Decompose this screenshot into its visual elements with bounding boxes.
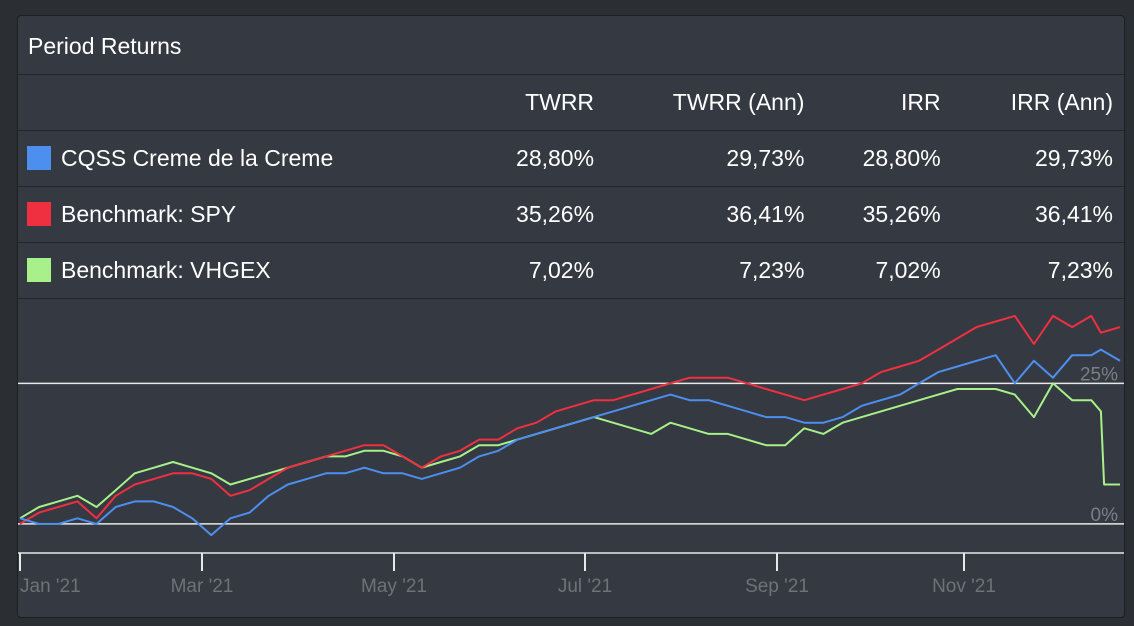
table-row[interactable]: Benchmark: SPY 35,26% 36,41% 35,26% 36,4…	[18, 186, 1124, 243]
series-line	[19, 348, 1121, 537]
value-twrr-ann: 29,73%	[606, 130, 817, 187]
returns-line-chart[interactable]: 0% 25% Jan '21 Mar '21 May '21 Jul '21 Sep '2…	[18, 299, 1124, 617]
row-name-cell: Benchmark: SPY	[18, 186, 379, 243]
series-color-swatch	[27, 146, 51, 170]
value-irr: 35,26%	[816, 186, 953, 243]
value-irr-ann: 29,73%	[952, 130, 1124, 187]
value-irr-ann: 7,23%	[952, 242, 1124, 299]
value-irr: 7,02%	[816, 242, 953, 299]
x-tick-label: Nov '21	[932, 576, 996, 597]
row-name-cell: Benchmark: VHGEX	[18, 242, 379, 299]
x-tick-label: Jul '21	[558, 576, 612, 597]
series-line	[19, 382, 1120, 520]
panel-title: Period Returns	[18, 16, 1124, 75]
value-irr: 28,80%	[816, 130, 953, 187]
row-label: Benchmark: VHGEX	[61, 257, 271, 283]
header-twrr-ann[interactable]: TWRR (Ann)	[606, 75, 817, 131]
returns-table: TWRR TWRR (Ann) IRR IRR (Ann) CQSS Creme…	[18, 75, 1124, 299]
value-twrr-ann: 7,23%	[606, 242, 817, 299]
value-irr-ann: 36,41%	[952, 186, 1124, 243]
x-tick-label: Mar '21	[171, 576, 234, 597]
x-axis: Jan '21 Mar '21 May '21 Jul '21 Sep '21 Nov '…	[18, 552, 1124, 597]
y-tick-label: 0%	[1091, 505, 1119, 526]
header-irr-ann[interactable]: IRR (Ann)	[952, 75, 1124, 131]
grid-layer: 0% 25%	[18, 364, 1124, 526]
series-line	[19, 314, 1121, 525]
table-row[interactable]: Benchmark: VHGEX 7,02% 7,23% 7,02% 7,23%	[18, 242, 1124, 299]
header-irr[interactable]: IRR	[816, 75, 953, 131]
row-name-cell: CQSS Creme de la Creme	[18, 130, 379, 187]
table-row[interactable]: CQSS Creme de la Creme 28,80% 29,73% 28,…	[18, 130, 1124, 187]
value-twrr-ann: 36,41%	[606, 186, 817, 243]
period-returns-panel: Period Returns TWRR TWRR (Ann) IRR IRR (…	[17, 15, 1125, 618]
row-label: CQSS Creme de la Creme	[61, 145, 334, 171]
x-tick-label: Sep '21	[745, 576, 809, 597]
value-twrr: 7,02%	[378, 242, 607, 299]
series-color-swatch	[27, 258, 51, 282]
series-color-swatch	[27, 202, 51, 226]
row-label: Benchmark: SPY	[61, 201, 237, 227]
x-tick-label: May '21	[361, 576, 427, 597]
y-tick-label: 25%	[1080, 364, 1118, 385]
x-tick-label: Jan '21	[20, 576, 81, 597]
value-twrr: 28,80%	[378, 130, 607, 187]
series-layer	[19, 314, 1121, 537]
header-twrr[interactable]: TWRR	[378, 75, 607, 131]
header-name	[18, 75, 379, 131]
value-twrr: 35,26%	[378, 186, 607, 243]
table-header-row: TWRR TWRR (Ann) IRR IRR (Ann)	[18, 75, 1124, 131]
